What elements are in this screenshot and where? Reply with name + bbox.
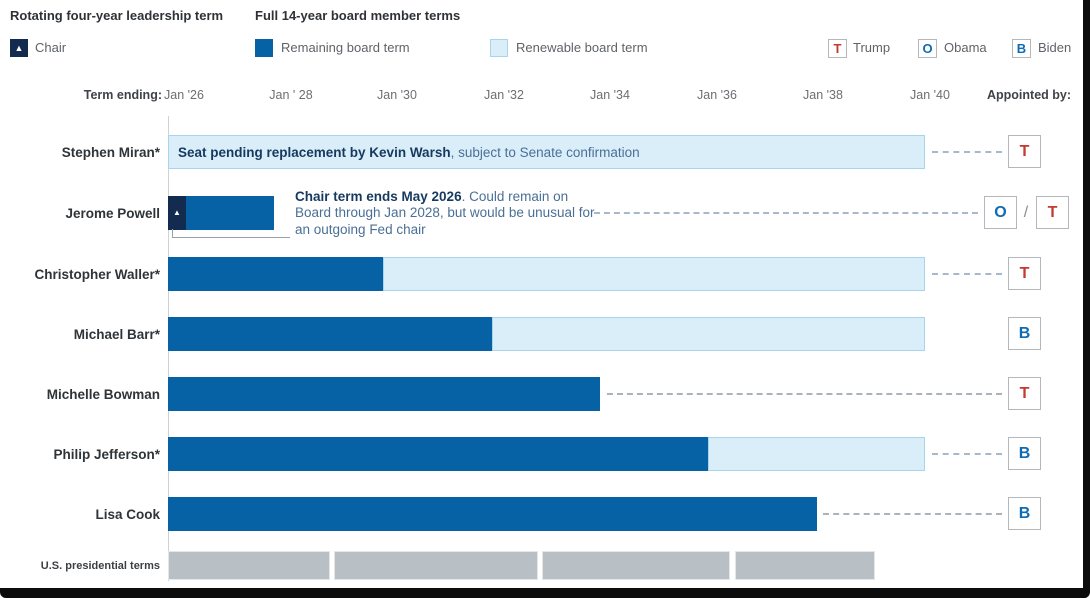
tick-jan-30: Jan '30 <box>377 88 417 102</box>
powell-annotation: Chair term ends May 2026. Could remain o… <box>295 189 603 238</box>
row-track: Seat pending replacement by Kevin Warsh,… <box>168 135 925 169</box>
row-label: Lisa Cook <box>95 506 160 522</box>
appointed-by-badge: T <box>1008 257 1041 290</box>
tick-jan-34: Jan '34 <box>590 88 630 102</box>
leader-line <box>932 273 1002 275</box>
tick-jan-26: Jan '26 <box>164 88 204 102</box>
badge-letter: O <box>994 203 1007 221</box>
row-lisa-cook: Lisa Cook B <box>0 497 1083 531</box>
renewable-term-label: Renewable board term <box>516 40 648 55</box>
presidential-term-segment <box>541 551 730 580</box>
renewable-term-bar: Seat pending replacement by Kevin Warsh,… <box>168 135 925 169</box>
tick-jan-32: Jan '32 <box>484 88 524 102</box>
remaining-term-bar <box>168 317 492 351</box>
tick-jan-40: Jan '40 <box>910 88 950 102</box>
row-michelle-bowman: Michelle Bowman T <box>0 377 1083 411</box>
row-track <box>168 377 925 411</box>
row-stephen-miran: Stephen Miran* Seat pending replacement … <box>0 135 1083 169</box>
row-philip-jefferson: Philip Jefferson* B <box>0 437 1083 471</box>
chair-triangle-icon: ▲ <box>173 208 181 217</box>
row-label: Michael Barr* <box>73 326 160 342</box>
biden-initial: B <box>1016 41 1027 56</box>
row-label: Philip Jefferson* <box>53 446 160 462</box>
renewable-term-bar <box>382 257 925 291</box>
leader-line <box>932 453 1002 455</box>
trump-initial: T <box>833 41 842 56</box>
term-ending-label: Term ending: <box>83 88 162 102</box>
badge-letter: T <box>1019 264 1030 282</box>
remaining-term-swatch <box>255 39 273 57</box>
appointed-by-badge-obama: O <box>984 196 1017 229</box>
tick-jan-36: Jan '36 <box>697 88 737 102</box>
badge-letter: B <box>1018 444 1031 462</box>
chair-bracket-vertical <box>172 229 173 237</box>
leadership-term-title: Rotating four-year leadership term <box>10 8 224 23</box>
remaining-term-label: Remaining board term <box>281 40 410 55</box>
row-track <box>168 497 925 531</box>
remaining-term-bar <box>168 257 383 291</box>
row-track <box>168 317 925 351</box>
row-label: Jerome Powell <box>65 205 160 221</box>
chair-marker: ▲ <box>168 196 186 230</box>
annotation-bold: Seat pending replacement by Kevin Warsh <box>178 144 451 160</box>
presidential-term-segment <box>734 551 876 580</box>
row-jerome-powell: Jerome Powell ▲ Chair term ends May 2026… <box>0 189 1083 238</box>
trump-legend-label: Trump <box>853 40 891 55</box>
renewable-term-swatch <box>490 39 508 57</box>
chair-triangle-icon: ▲ <box>14 42 24 53</box>
row-label: Stephen Miran* <box>61 144 160 160</box>
row-track <box>168 551 925 580</box>
row-label: Michelle Bowman <box>46 386 160 402</box>
chair-legend-swatch: ▲ <box>10 39 28 57</box>
appointed-by-badge: B <box>1008 437 1041 470</box>
renewable-term-bar <box>707 437 925 471</box>
annotation-bold: Chair term ends May 2026 <box>295 189 462 204</box>
appointed-by-badge: T <box>1008 135 1041 168</box>
biden-legend-badge: B <box>1012 39 1031 58</box>
renewable-term-bar <box>491 317 925 351</box>
badge-letter: B <box>1018 504 1031 522</box>
board-term-title: Full 14-year board member terms <box>255 8 461 23</box>
trump-legend-badge: T <box>828 39 847 58</box>
row-label: U.S. presidential terms <box>40 559 160 572</box>
row-track <box>168 437 925 471</box>
row-label: Christopher Waller* <box>34 266 160 282</box>
appointed-by-badge: B <box>1008 317 1041 350</box>
chair-legend-label: Chair <box>35 40 67 55</box>
presidential-term-segment <box>168 551 330 580</box>
leader-line <box>823 513 1002 515</box>
tick-jan-28: Jan ' 28 <box>269 88 313 102</box>
annotation-rest: , subject to Senate confirmation <box>450 144 640 160</box>
appointed-by-badge-trump: T <box>1036 196 1069 229</box>
row-michael-barr: Michael Barr* B <box>0 317 1083 351</box>
biden-legend-label: Biden <box>1038 40 1072 55</box>
appointed-by-badge: B <box>1008 497 1041 530</box>
leader-line <box>594 212 978 214</box>
obama-legend-label: Obama <box>944 40 987 55</box>
presidential-term-segment <box>333 551 539 580</box>
appointed-by-badge: T <box>1008 377 1041 410</box>
row-christopher-waller: Christopher Waller* T <box>0 257 1083 291</box>
row-presidential-terms: U.S. presidential terms <box>0 551 1083 580</box>
obama-legend-badge: O <box>918 39 937 58</box>
row-track: ▲ <box>168 196 925 230</box>
remaining-term-bar <box>168 437 708 471</box>
obama-initial: O <box>922 41 933 56</box>
leader-line <box>932 151 1002 153</box>
tick-jan-38: Jan '38 <box>803 88 843 102</box>
badge-letter: B <box>1018 324 1031 342</box>
remaining-term-bar <box>168 377 601 411</box>
badge-letter: T <box>1019 142 1030 160</box>
annotation-rest: . Could remain on Board through Jan 2028… <box>295 189 595 237</box>
leader-line <box>607 393 1002 395</box>
badge-separator: / <box>1023 203 1029 221</box>
row-track <box>168 257 925 291</box>
appointed-by-label: Appointed by: <box>986 88 1071 102</box>
badge-letter: T <box>1019 384 1030 402</box>
chair-bracket-horizontal <box>172 237 290 238</box>
badge-letter: T <box>1047 203 1058 221</box>
remaining-term-bar <box>168 497 817 531</box>
